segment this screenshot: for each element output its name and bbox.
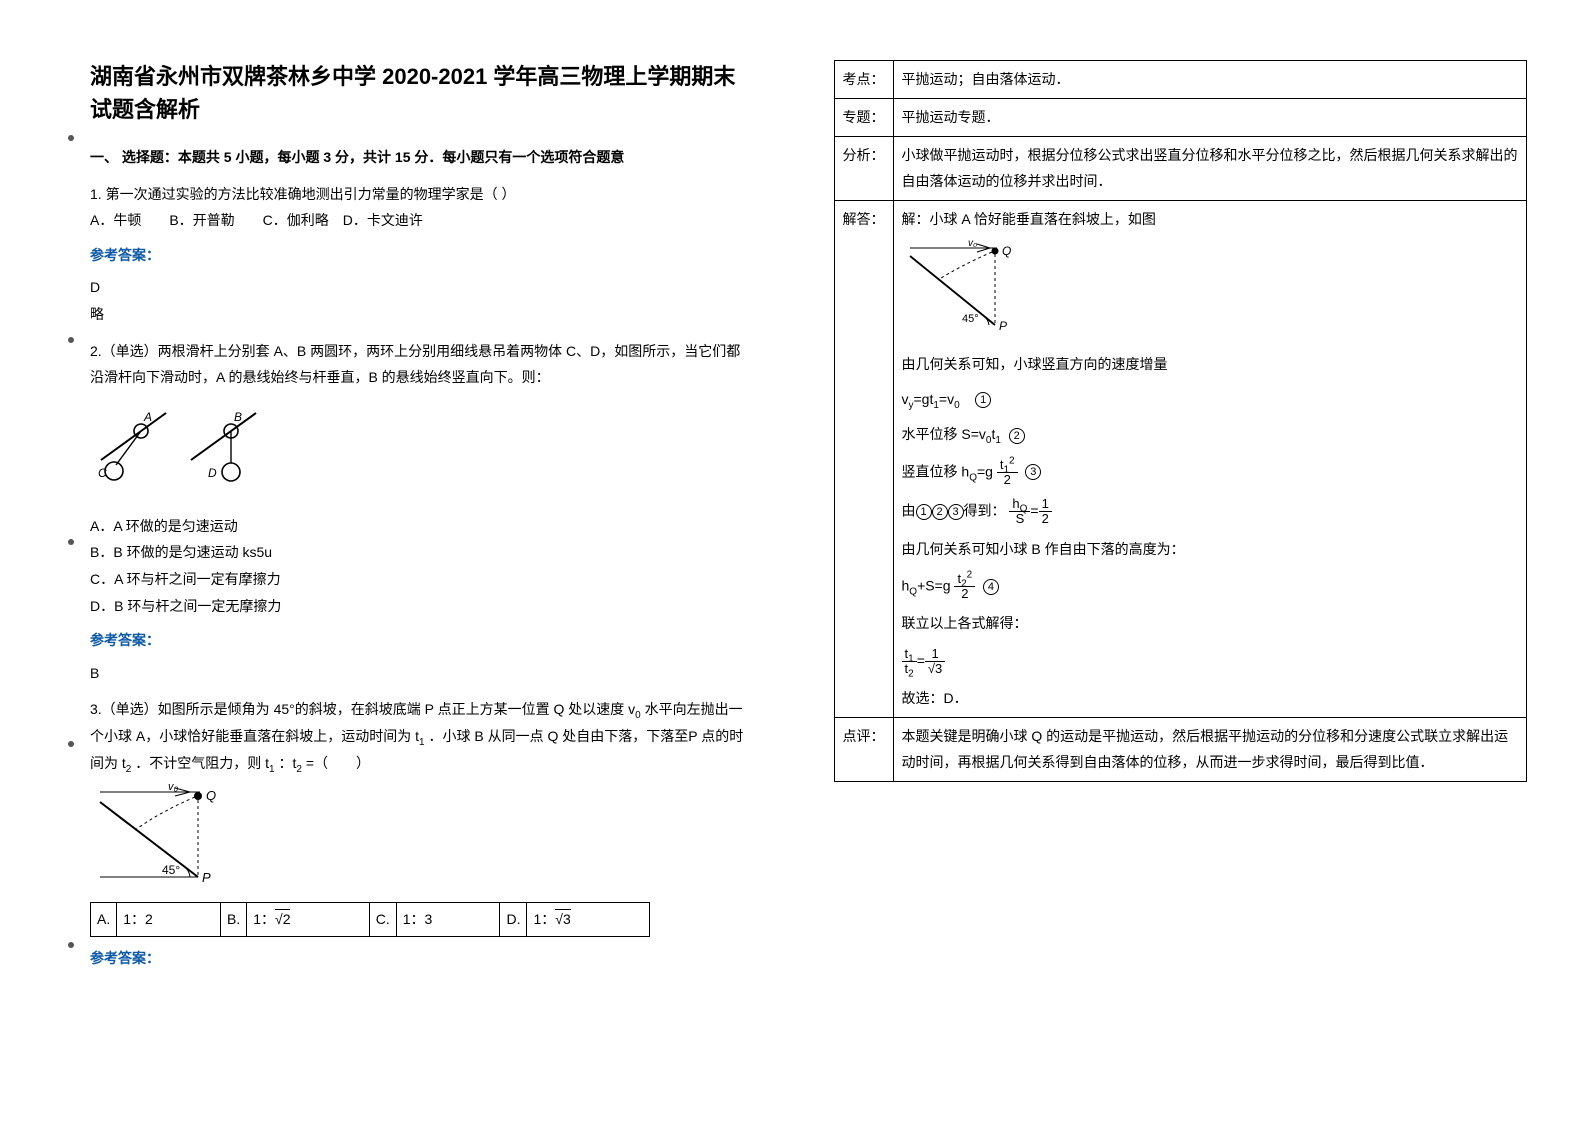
- q2-optB: B．B 环做的是匀速运动 ks5u: [90, 539, 744, 566]
- kaodian-label: 考点：: [834, 61, 893, 99]
- optD-sqrt: 3: [563, 911, 571, 927]
- q3-stem-a: 3.（单选）如图所示是倾角为 45°的斜坡，在斜坡底端 P 点正上方某一位置 Q…: [90, 701, 635, 717]
- document-title: 湖南省永州市双牌茶林乡中学 2020-2021 学年高三物理上学期期末试题含解析: [90, 60, 744, 126]
- table-row: 分析： 小球做平抛运动时，根据分位移公式求出竖直分位移和水平分位移之比，然后根据…: [834, 137, 1527, 200]
- q2-diagram: A C B D: [96, 405, 738, 495]
- table-row: A. 1：2 B. 1：√2 C. 1：3 D. 1：√3: [91, 903, 650, 937]
- q1-stem: 1. 第一次通过实验的方法比较准确地测出引力常量的物理学家是（ ）: [90, 181, 744, 208]
- q1-note: 略: [90, 301, 744, 328]
- equation-3: 竖直位移 hQ=g t122 3: [902, 458, 1519, 488]
- svg-text:45°: 45°: [162, 863, 180, 877]
- q3-diagram: v₀ Q 45° P: [90, 782, 744, 892]
- q2-stem: 2.（单选）两根滑杆上分别套 A、B 两圆环，两环上分别用细线悬吊着两物体 C、…: [90, 338, 744, 391]
- equation-4: 由123得到： hQS=12: [902, 497, 1519, 527]
- circled-2: 2: [1009, 428, 1025, 444]
- table-row: 考点： 平抛运动；自由落体运动．: [834, 61, 1527, 99]
- svg-text:D: D: [208, 466, 217, 480]
- optD-pre: 1：: [533, 911, 555, 927]
- question-1: 1. 第一次通过实验的方法比较准确地测出引力常量的物理学家是（ ） A．牛顿 B…: [90, 181, 744, 328]
- dianping-label: 点评：: [834, 718, 893, 781]
- jieda-intro: 解：小球 A 恰好能垂直落在斜坡上，如图: [902, 207, 1519, 232]
- svg-text:P: P: [202, 870, 211, 885]
- optB-pre: 1：: [253, 911, 275, 927]
- q3-options-table: A. 1：2 B. 1：√2 C. 1：3 D. 1：√3: [90, 902, 650, 937]
- optB-sqrt: 2: [283, 911, 291, 927]
- svg-text:v₀: v₀: [168, 782, 179, 793]
- binding-holes: [68, 0, 74, 1122]
- section-1-heading: 一、 选择题：本题共 5 小题，每小题 3 分，共计 15 分．每小题只有一个选…: [90, 144, 744, 171]
- q3-optB: 1：√2: [247, 903, 370, 937]
- equation-6: t1t2=1√3: [902, 647, 1519, 677]
- svg-text:C: C: [98, 466, 107, 480]
- dianping-text: 本题关键是明确小球 Q 的运动是平抛运动，然后根据平抛运动的分位移和分速度公式联…: [893, 718, 1527, 781]
- q3-stem-d: ．不计空气阻力，则 t: [135, 755, 269, 771]
- jieda-body: 解：小球 A 恰好能垂直落在斜坡上，如图 v₀ Q 45° P: [893, 200, 1527, 718]
- q3-optC: 1：3: [396, 903, 500, 937]
- fenxi-text: 小球做平抛运动时，根据分位移公式求出竖直分位移和水平分位移之比，然后根据几何关系…: [893, 137, 1527, 200]
- svg-text:45°: 45°: [962, 313, 979, 325]
- table-row: 解答： 解：小球 A 恰好能垂直落在斜坡上，如图 v₀ Q 45°: [834, 200, 1527, 718]
- q3-optA: 1：2: [117, 903, 221, 937]
- q2-optC: C．A 环与杆之间一定有摩擦力: [90, 566, 744, 593]
- q3-stem-e: ：t: [278, 755, 296, 771]
- left-page: 湖南省永州市双牌茶林乡中学 2020-2021 学年高三物理上学期期末试题含解析…: [0, 0, 794, 1122]
- equation-1: vy=gt1=v0 1: [902, 387, 1519, 412]
- jieda-diagram: v₀ Q 45° P: [902, 240, 1519, 340]
- svg-text:Q: Q: [1002, 244, 1011, 258]
- jieda-line1: 由几何关系可知，小球竖直方向的速度增量: [902, 352, 1519, 377]
- q1-options: A．牛顿 B．开普勒 C．伽利略 D．卡文迪许: [90, 207, 744, 234]
- question-3: 3.（单选）如图所示是倾角为 45°的斜坡，在斜坡底端 P 点正上方某一位置 Q…: [90, 696, 744, 971]
- q2-optA: A．A 环做的是匀速运动: [90, 513, 744, 540]
- equation-5: hQ+S=g t222 4: [902, 572, 1519, 602]
- q1-answer: D: [90, 274, 744, 301]
- circled-4: 4: [983, 579, 999, 595]
- q3-stem-f: =（ ）: [306, 755, 370, 771]
- table-row: 专题： 平抛运动专题．: [834, 99, 1527, 137]
- kaodian-text: 平抛运动；自由落体运动．: [893, 61, 1527, 99]
- solution-table: 考点： 平抛运动；自由落体运动． 专题： 平抛运动专题． 分析： 小球做平抛运动…: [834, 60, 1528, 782]
- svg-text:v₀: v₀: [968, 240, 977, 249]
- answer-label: 参考答案：: [90, 242, 744, 269]
- jieda-label: 解答：: [834, 200, 893, 718]
- answer-label: 参考答案：: [90, 627, 744, 654]
- svg-text:A: A: [143, 410, 152, 424]
- zhuanti-label: 专题：: [834, 99, 893, 137]
- zhuanti-text: 平抛运动专题．: [893, 99, 1527, 137]
- jieda-line5: 由几何关系可知小球 B 作自由下落的高度为：: [902, 537, 1519, 562]
- circled-3: 3: [1025, 464, 1041, 480]
- jieda-line6: 联立以上各式解得：: [902, 611, 1519, 636]
- answer-label: 参考答案：: [90, 945, 744, 972]
- svg-text:B: B: [234, 410, 242, 424]
- svg-text:Q: Q: [206, 788, 216, 803]
- q3-stem: 3.（单选）如图所示是倾角为 45°的斜坡，在斜坡底端 P 点正上方某一位置 Q…: [90, 696, 744, 776]
- equation-2: 水平位移 S=v0t1 2: [902, 422, 1519, 447]
- circled-1: 1: [975, 392, 991, 408]
- right-page: 考点： 平抛运动；自由落体运动． 专题： 平抛运动专题． 分析： 小球做平抛运动…: [794, 0, 1587, 1122]
- svg-text:P: P: [999, 319, 1007, 333]
- fenxi-label: 分析：: [834, 137, 893, 200]
- question-2: 2.（单选）两根滑杆上分别套 A、B 两圆环，两环上分别用细线悬吊着两物体 C、…: [90, 338, 744, 687]
- jieda-line7: 故选：D．: [902, 686, 1519, 711]
- q2-answer: B: [90, 660, 744, 687]
- q3-optD: 1：√3: [527, 903, 650, 937]
- table-row: 点评： 本题关键是明确小球 Q 的运动是平抛运动，然后根据平抛运动的分位移和分速…: [834, 718, 1527, 781]
- q2-optD: D．B 环与杆之间一定无摩擦力: [90, 593, 744, 620]
